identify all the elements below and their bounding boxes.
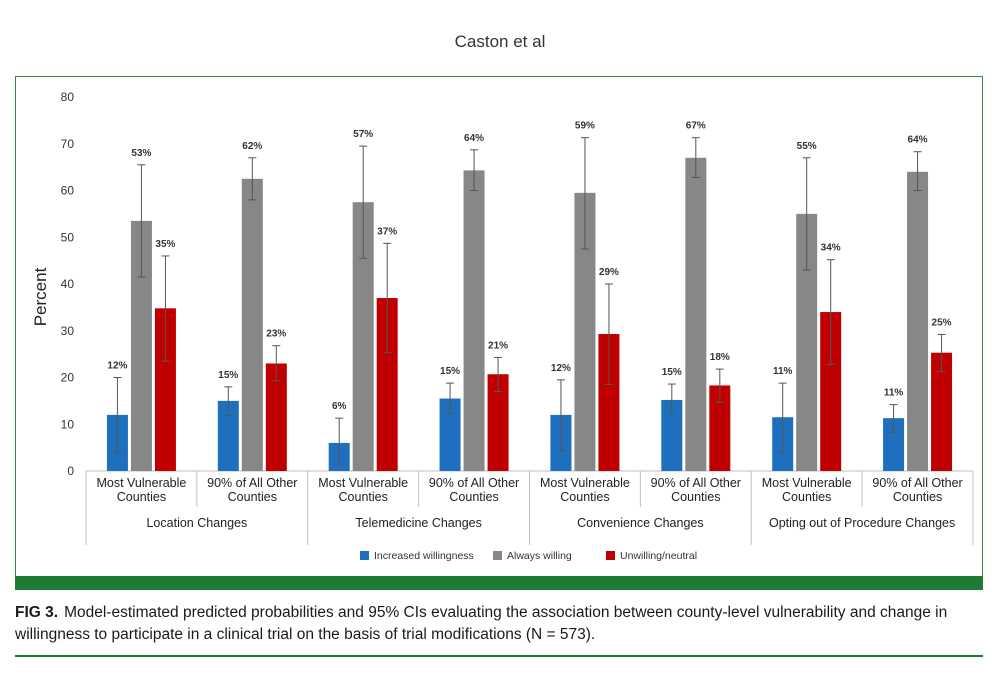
category-label: 90% of All Other [651,476,741,490]
legend-swatch [606,551,615,560]
group-label: Location Changes [146,516,247,530]
data-label: 35% [155,239,175,250]
figure-frame: Percent 0 10 20 30 40 50 60 70 80 12% 15% 6% 15% 12%… [15,76,983,586]
bar-unwilling-neutral-2 [376,298,398,471]
data-label: 12% [107,361,127,372]
y-axis-title: Percent [31,267,50,326]
category-label: 90% of All Other [429,476,519,490]
category-label: Counties [449,490,498,504]
y-tick-label: 0 [67,464,74,478]
bar-unwilling-neutral-1 [265,363,287,471]
bar-always-willing-2 [352,202,374,471]
legend: Increased willingness Always willing Unwil… [360,550,697,562]
y-tick-label: 80 [61,90,75,104]
bar-always-willing-0 [130,220,152,471]
bar-always-willing-7 [907,171,929,472]
bars [106,137,953,472]
bar-unwilling-neutral-3 [487,374,509,471]
data-label: 11% [773,366,793,377]
data-label: 15% [440,366,460,377]
category-label: Counties [782,490,831,504]
bar-always-willing-4 [574,192,596,471]
data-label: 64% [908,135,928,146]
bar-always-willing-3 [463,170,485,471]
category-label: 90% of All Other [207,476,297,490]
legend-label: Increased willingness [374,550,474,562]
data-label: 12% [551,363,571,374]
bar-unwilling-neutral-7 [931,352,953,471]
category-label: Most Vulnerable [318,476,408,490]
category-label: Counties [671,490,720,504]
category-label: Counties [339,490,388,504]
group-label: Convenience Changes [577,516,703,530]
category-label: Most Vulnerable [540,476,630,490]
group-label: Telemedicine Changes [355,516,481,530]
bar-increased-willingness-7 [883,418,905,471]
category-label: Counties [228,490,277,504]
y-tick-label: 70 [61,137,75,151]
caption-label: FIG 3. [15,604,59,621]
bottom-rule [15,655,983,657]
y-tick-label: 20 [61,371,75,385]
legend-swatch [493,551,502,560]
data-label: 55% [797,141,817,152]
bar-always-willing-5 [685,157,707,471]
category-label: Counties [117,490,166,504]
data-label: 34% [821,243,841,254]
data-label: 59% [575,121,595,132]
category-label: Counties [893,490,942,504]
bar-always-willing-6 [796,213,818,471]
y-tick-label: 10 [61,417,75,431]
data-label: 57% [353,129,373,140]
data-labels: 12% 15% 6% 15% 12% 15% 11% 11% 53% 62% 57% 64% 59% 67… [107,121,952,412]
y-tick-label: 40 [61,277,75,291]
bar-unwilling-neutral-4 [598,334,620,471]
bar-increased-willingness-5 [661,399,683,471]
data-label: 37% [377,226,397,237]
data-label: 29% [599,267,619,278]
legend-label: Always willing [507,550,572,562]
running-header-author: Caston et al [454,32,546,51]
bar-always-willing-1 [241,178,263,471]
bar-increased-willingness-3 [439,398,461,471]
data-label: 6% [332,401,347,412]
figure-caption: FIG 3. Model-estimated predicted probabil… [15,602,983,646]
bar-unwilling-neutral-5 [709,385,731,471]
data-label: 25% [932,317,952,328]
figure-bottom-band [15,576,983,590]
y-tick-label: 60 [61,184,75,198]
bar-increased-willingness-1 [217,400,239,471]
legend-label: Unwilling/neutral [620,550,697,562]
data-label: 18% [710,352,730,363]
category-label: Most Vulnerable [97,476,187,490]
data-label: 53% [131,148,151,159]
group-label: Opting out of Procedure Changes [769,516,955,530]
legend-swatch [360,551,369,560]
y-axis-title-group: Percent [31,267,50,326]
category-label: 90% of All Other [872,476,962,490]
y-tick-label: 30 [61,324,75,338]
data-label: 64% [464,133,484,144]
category-label: Counties [560,490,609,504]
data-label: 62% [242,141,262,152]
data-label: 15% [662,367,682,378]
data-label: 11% [884,388,904,399]
bar-unwilling-neutral-0 [154,308,176,471]
category-label: Most Vulnerable [762,476,852,490]
data-label: 67% [686,121,706,132]
bar-unwilling-neutral-6 [820,312,842,471]
caption-text: Model-estimated predicted probabilities … [15,604,948,643]
data-label: 15% [218,370,238,381]
data-label: 23% [266,329,286,340]
data-label: 21% [488,340,508,351]
y-tick-label: 50 [61,230,75,244]
